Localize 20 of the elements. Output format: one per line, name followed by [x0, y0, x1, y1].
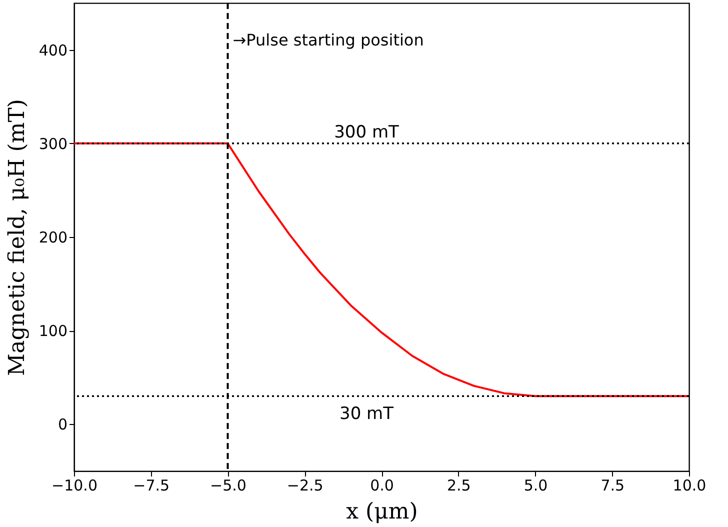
- x-tick-label: 2.5: [446, 476, 471, 494]
- ref-line-label: 300 mT: [334, 122, 400, 142]
- y-tick-label: 400: [38, 41, 68, 60]
- annotation: →Pulse starting position: [232, 30, 424, 50]
- x-tick-label: −10.0: [52, 476, 98, 494]
- x-tick-label: 7.5: [600, 476, 625, 494]
- x-axis-title: x (μm): [346, 500, 418, 524]
- y-tick-label: 300: [38, 134, 68, 153]
- y-tick-label: 100: [38, 322, 68, 340]
- y-axis-title: Magnetic field, μ₀H (mT): [4, 99, 30, 376]
- y-tick-label: 200: [38, 228, 68, 246]
- x-tick-label: −2.5: [286, 476, 324, 494]
- line-series: [73, 142, 690, 398]
- x-tick-label: −7.5: [133, 476, 170, 494]
- x-tick-label: −5.0: [210, 476, 246, 494]
- x-tick-label: 0.0: [370, 476, 394, 494]
- x-tick-label: 10.0: [672, 476, 706, 494]
- y-tick-label: 0: [58, 416, 68, 434]
- x-tick-label: 5.0: [524, 476, 548, 494]
- ref-line-label: 30 mT: [340, 404, 394, 424]
